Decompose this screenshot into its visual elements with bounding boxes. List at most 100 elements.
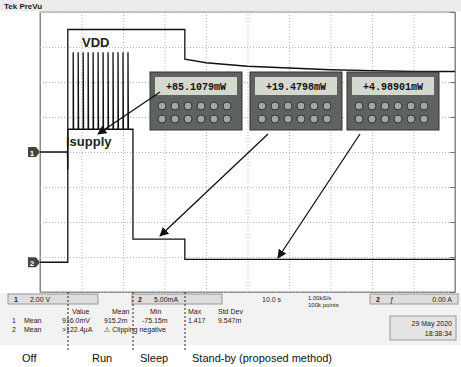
meter-button: [297, 102, 305, 110]
tick: [206, 12, 207, 292]
record-length: 100k points: [308, 302, 339, 308]
tick: [40, 222, 455, 223]
meter-button: [210, 115, 218, 123]
channel-marker-label: 1: [30, 149, 35, 158]
meter-button: [355, 115, 363, 123]
grid-line: [450, 47, 455, 48]
axis-line: [455, 13, 456, 293]
screen-background: [40, 12, 455, 292]
volts-per-div: 2.00 V: [30, 296, 51, 303]
meter-photo: +85.1079mW: [150, 72, 242, 130]
grid-line: [450, 222, 455, 223]
meter-button: [271, 102, 279, 110]
axis-line: [41, 292, 456, 293]
grid-line: [40, 187, 455, 188]
meter-button: [258, 115, 266, 123]
arrow: [160, 134, 268, 236]
tick: [414, 12, 415, 292]
meter-body: [347, 72, 439, 130]
meter-button: [381, 115, 389, 123]
series-label: VDD: [82, 35, 109, 50]
phase-label: Off: [22, 352, 37, 364]
grid-line: [40, 222, 455, 223]
date: 29 May 2020: [412, 320, 453, 328]
tick: [450, 117, 455, 118]
meter-button: [323, 102, 331, 110]
tick: [40, 292, 455, 293]
meter-button: [355, 102, 363, 110]
meter-button: [210, 102, 218, 110]
table-cell: ⚠ Clipping negative: [104, 326, 166, 334]
phase-label: Run: [92, 352, 112, 364]
readout-box: [370, 294, 458, 304]
grid-line: [450, 187, 455, 188]
grid-line: [450, 257, 455, 258]
phase-label: Stand-by (proposed method): [192, 352, 332, 364]
grid-line: [372, 12, 373, 292]
grid-line: [455, 12, 456, 292]
meter-reading: +19.4798mW: [266, 82, 326, 93]
meter-button: [184, 115, 192, 123]
arrow: [98, 92, 160, 134]
meter-button: [420, 115, 428, 123]
tick: [40, 187, 455, 188]
table-cell: 915.2m: [104, 317, 128, 324]
meter-button: [420, 102, 428, 110]
meter-button: [310, 115, 318, 123]
amps-per-div: 5.00mA: [154, 296, 178, 303]
meter-button: [284, 115, 292, 123]
trace-line: [40, 30, 455, 170]
meter-button: [368, 115, 376, 123]
grid-line: [40, 12, 455, 13]
grid-line: [450, 292, 455, 293]
table-header: Value: [72, 308, 89, 315]
tick: [372, 12, 373, 292]
tick: [450, 187, 455, 188]
meter-button: [323, 115, 331, 123]
meter-button: [407, 102, 415, 110]
phase-label: Sleep: [140, 352, 168, 364]
table-header: Std Dev: [218, 308, 243, 315]
meter-button: [158, 115, 166, 123]
grid-line: [450, 82, 455, 83]
phase-divider: [68, 292, 69, 352]
grid-line: [40, 292, 455, 293]
tick: [40, 12, 455, 13]
y-axis: [40, 13, 455, 293]
tick: [450, 82, 455, 83]
meter-button: [197, 115, 205, 123]
series-label: Isupply: [66, 134, 112, 149]
tick: [165, 12, 166, 292]
meter-button: [368, 102, 376, 110]
table-cell: 2: [12, 326, 16, 333]
channel-marker: [28, 147, 40, 157]
table-cell: Mean: [24, 326, 42, 333]
channel-id: 2: [138, 296, 142, 303]
meter-button: [171, 115, 179, 123]
table-cell: >122.4µA: [62, 326, 93, 334]
meter-button: [158, 102, 166, 110]
meter-display: [352, 77, 434, 95]
meter-button: [297, 115, 305, 123]
meter-button: [407, 115, 415, 123]
grid-line: [414, 12, 415, 292]
channel-id: 1: [14, 296, 18, 303]
grid-line: [450, 12, 455, 13]
y2-axis: [450, 13, 456, 293]
table-cell: Mean: [24, 317, 42, 324]
tick: [40, 257, 455, 258]
date-box: [390, 316, 456, 340]
tick: [450, 257, 455, 258]
table-cell: 916.0mV: [62, 317, 90, 324]
phase-divider: [133, 292, 134, 352]
meter-button: [394, 102, 402, 110]
meter-display: [255, 77, 337, 95]
meter-button: [381, 102, 389, 110]
table-cell: 9.547m: [218, 317, 242, 324]
oscilloscope-figure: Tek PreVu VDD Isupply 1 2 +85.1079mW +19.4798m…: [0, 0, 461, 367]
meter-button: [171, 102, 179, 110]
grid-line: [450, 117, 455, 118]
brand-label: Tek PreVu: [4, 2, 42, 11]
grid-line: [40, 257, 455, 258]
table-cell: 1.417: [188, 317, 206, 324]
